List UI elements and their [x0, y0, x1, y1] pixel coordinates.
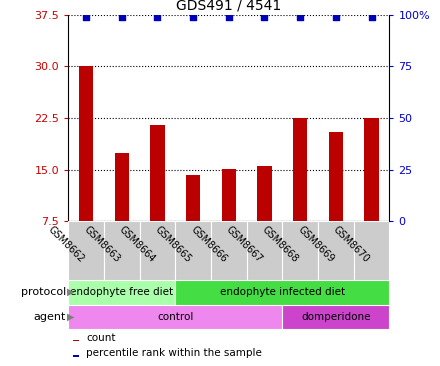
Text: GSM8669: GSM8669	[296, 224, 336, 264]
Bar	[364, 118, 379, 221]
Point	[118, 14, 125, 20]
Bar	[73, 340, 80, 341]
Bar	[79, 66, 93, 221]
Bar	[282, 221, 318, 280]
Bar	[139, 221, 175, 280]
Bar	[104, 221, 139, 280]
Text: GSM8662: GSM8662	[46, 224, 86, 265]
Point	[368, 14, 375, 20]
Bar	[73, 355, 80, 357]
Title: GDS491 / 4541: GDS491 / 4541	[176, 0, 282, 12]
Text: GSM8664: GSM8664	[117, 224, 158, 264]
Text: GSM8667: GSM8667	[224, 224, 264, 265]
Bar	[211, 221, 247, 280]
Text: GSM8666: GSM8666	[189, 224, 229, 264]
Bar	[354, 221, 389, 280]
Text: GSM8670: GSM8670	[331, 224, 371, 265]
Text: GSM8668: GSM8668	[260, 224, 300, 264]
Text: ▶: ▶	[67, 312, 75, 322]
Bar	[114, 153, 129, 221]
Bar	[68, 280, 175, 305]
Bar	[282, 305, 389, 329]
Text: agent: agent	[33, 312, 66, 322]
Point	[261, 14, 268, 20]
Bar	[175, 280, 389, 305]
Text: ▶: ▶	[67, 287, 75, 297]
Bar	[247, 221, 282, 280]
Point	[297, 14, 304, 20]
Bar	[293, 118, 307, 221]
Point	[154, 14, 161, 20]
Bar	[186, 175, 200, 221]
Text: protocol: protocol	[21, 287, 66, 297]
Text: percentile rank within the sample: percentile rank within the sample	[86, 348, 262, 358]
Text: count: count	[86, 333, 116, 343]
Text: GSM8665: GSM8665	[153, 224, 193, 265]
Bar	[318, 221, 354, 280]
Bar	[329, 132, 343, 221]
Bar	[68, 305, 282, 329]
Bar	[150, 125, 165, 221]
Point	[332, 14, 339, 20]
Text: domperidone: domperidone	[301, 312, 370, 322]
Point	[225, 14, 232, 20]
Bar	[257, 166, 271, 221]
Bar	[68, 221, 104, 280]
Point	[83, 14, 90, 20]
Bar	[175, 221, 211, 280]
Point	[190, 14, 197, 20]
Text: endophyte free diet: endophyte free diet	[70, 287, 173, 297]
Text: endophyte infected diet: endophyte infected diet	[220, 287, 345, 297]
Bar	[222, 169, 236, 221]
Text: control: control	[157, 312, 194, 322]
Text: GSM8663: GSM8663	[82, 224, 122, 264]
